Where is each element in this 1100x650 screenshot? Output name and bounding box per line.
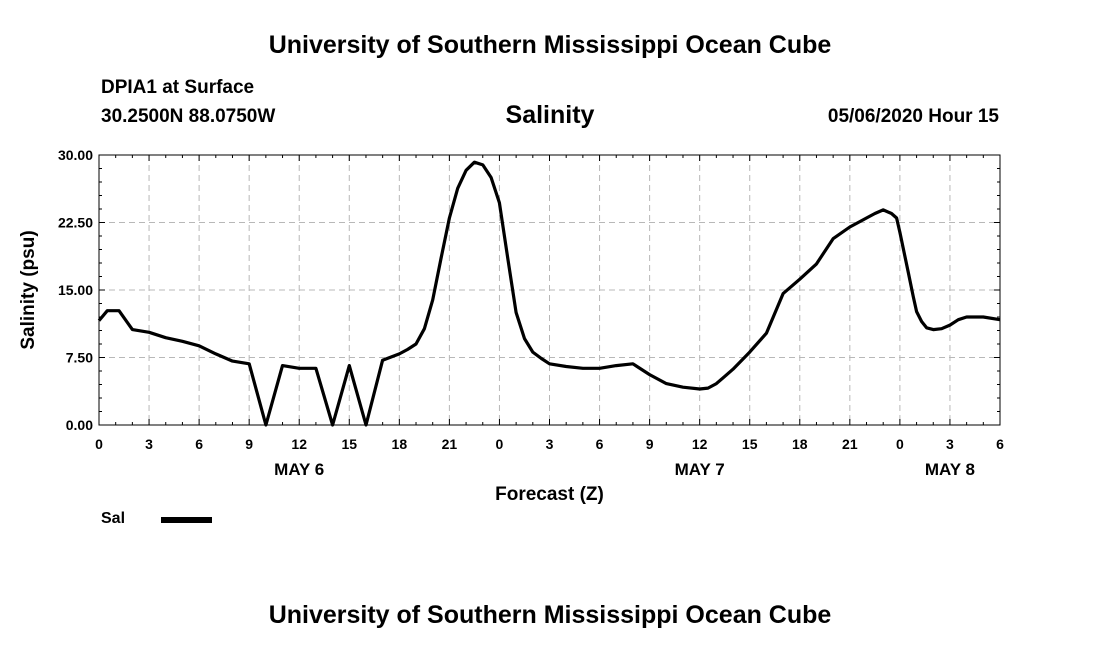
x-tick-label: 0 [496,436,504,452]
y-tick-label: 7.50 [66,350,93,366]
day-label: MAY 8 [925,460,975,479]
y-tick-label: 22.50 [58,215,93,231]
x-tick-label: 9 [245,436,253,452]
footer-title: University of Southern Mississippi Ocean… [268,601,832,629]
chart-ticks [98,154,1001,426]
x-tick-label: 18 [792,436,808,452]
y-tick-label: 15.00 [58,282,93,298]
x-tick-label: 12 [291,436,307,452]
x-tick-label: 6 [596,436,604,452]
chart-grid [99,155,1000,425]
x-tick-label: 15 [341,436,357,452]
day-label: MAY 6 [274,460,324,479]
x-tick-label: 3 [546,436,554,452]
timestamp-label: 05/06/2020 Hour 15 [827,106,999,127]
y-tick-label: 30.00 [58,147,93,163]
station-label: DPIA1 at Surface [101,77,255,98]
x-tick-label: 0 [95,436,103,452]
chart-tick-labels: 0 3 6 9 12 15 18 21 0 3 6 9 12 15 18 21 0 3 6 0.00 7.50 15.00… [58,147,1004,479]
series-line-sal [97,160,1001,427]
x-tick-label: 6 [996,436,1004,452]
x-tick-label: 6 [195,436,203,452]
legend-label: Sal [101,510,126,527]
chart-title: Salinity [505,101,595,129]
x-axis-label: Forecast (Z) [495,484,604,505]
x-tick-label: 9 [646,436,654,452]
x-tick-label: 3 [946,436,954,452]
legend-line-swatch [161,517,212,523]
x-tick-label: 15 [742,436,758,452]
x-tick-label: 21 [442,436,458,452]
x-tick-label: 0 [896,436,904,452]
chart-header-title: University of Southern Mississippi Ocean… [268,31,832,59]
x-tick-label: 3 [145,436,153,452]
y-axis-label: Salinity (psu) [18,230,39,349]
x-tick-label: 21 [842,436,858,452]
y-tick-label: 0.00 [66,417,93,433]
x-tick-label: 12 [692,436,708,452]
x-tick-label: 18 [392,436,408,452]
day-label: MAY 7 [675,460,725,479]
coordinates-label: 30.2500N 88.0750W [101,106,276,127]
